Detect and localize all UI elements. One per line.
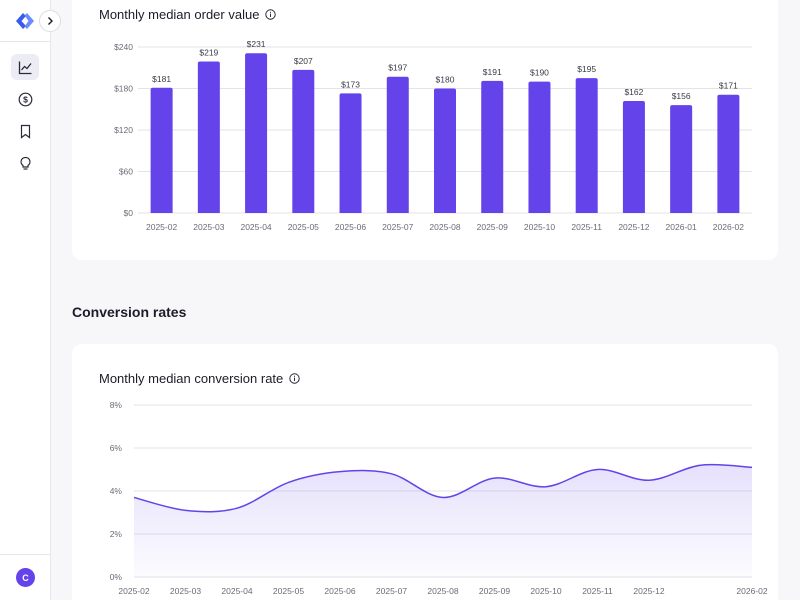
x-tick-label: 2025-08 [427,586,458,596]
bar[interactable] [292,69,315,213]
x-tick-label: 2025-12 [618,222,649,232]
sidebar-divider-bottom [0,554,51,555]
bar-value-label: $181 [152,74,171,84]
x-tick-label: 2025-11 [571,222,602,232]
y-tick-label: 6% [110,443,123,453]
bar-value-label: $195 [577,64,596,74]
x-tick-label: 2025-09 [479,586,510,596]
app-logo-icon[interactable] [14,10,36,32]
conversion-chart-title: Monthly median conversion rate [99,371,284,386]
bar[interactable] [481,80,504,213]
bar[interactable] [386,76,409,213]
bar-value-label: $190 [530,68,549,78]
x-tick-label: 2025-05 [273,586,304,596]
y-tick-label: $120 [114,125,133,135]
order-value-chart-title: Monthly median order value [99,7,260,22]
line-chart-icon [18,61,32,74]
x-tick-label: 2026-01 [666,222,697,232]
y-tick-label: 8% [110,400,123,410]
bar-value-label: $156 [672,91,691,101]
x-tick-label: 2026-02 [736,586,767,596]
bar[interactable] [528,81,551,213]
bar-value-label: $219 [199,48,218,58]
avatar[interactable]: C [16,568,35,587]
y-tick-label: 0% [110,572,123,582]
sidebar-item-insights[interactable] [11,150,39,176]
x-tick-label: 2025-09 [477,222,508,232]
area-fill [134,464,752,577]
bar-value-label: $231 [247,39,266,49]
x-tick-label: 2025-04 [221,586,252,596]
y-tick-label: 4% [110,486,123,496]
x-tick-label: 2025-07 [376,586,407,596]
dollar-icon: $ [18,92,32,106]
x-tick-label: 2025-02 [118,586,149,596]
sidebar-item-revenue[interactable]: $ [11,86,39,112]
x-tick-label: 2025-11 [582,586,613,596]
x-tick-label: 2025-06 [335,222,366,232]
bar[interactable] [339,93,362,213]
bar[interactable] [434,88,456,214]
svg-text:$: $ [23,94,28,104]
x-tick-label: 2025-12 [633,586,664,596]
expand-sidebar-button[interactable] [39,10,61,32]
bar[interactable] [717,94,740,213]
y-tick-label: $180 [114,84,133,94]
x-tick-label: 2025-07 [382,222,413,232]
bookmark-icon [20,124,30,139]
bar-value-label: $171 [719,81,738,91]
y-tick-label: $60 [119,167,133,177]
bar-value-label: $197 [388,63,407,73]
section-title-conversion: Conversion rates [72,304,187,320]
x-tick-label: 2026-02 [713,222,744,232]
bar-value-label: $180 [436,75,455,85]
bar-value-label: $173 [341,79,360,89]
bar[interactable] [245,53,268,213]
bar[interactable] [622,100,645,213]
sidebar-item-charts[interactable] [11,54,39,80]
x-tick-label: 2025-08 [429,222,460,232]
info-icon[interactable] [289,373,300,384]
bar[interactable] [670,105,693,213]
y-tick-label: $240 [114,42,133,52]
info-icon[interactable] [265,9,277,20]
y-tick-label: $0 [124,208,134,218]
sidebar-divider [0,41,51,42]
x-tick-label: 2025-03 [193,222,224,232]
sidebar: $ C [0,0,51,600]
y-tick-label: 2% [110,529,123,539]
bar-value-label: $191 [483,67,502,77]
x-tick-label: 2025-10 [524,222,555,232]
bar[interactable] [150,87,173,213]
bar[interactable] [575,78,598,213]
lightbulb-icon [19,156,31,170]
bar[interactable] [197,61,220,214]
bar-value-label: $207 [294,56,313,66]
conversion-rate-area-chart: 0% 2% 4% 6% 8% 2025-02 2025-03 2025-04 2025-05 20… [110,400,768,596]
x-tick-label: 2025-10 [530,586,561,596]
order-value-chart-title-row: Monthly median order value [99,7,277,22]
bar-value-label: $162 [624,87,643,97]
x-tick-label: 2025-06 [324,586,355,596]
x-tick-label: 2025-05 [288,222,319,232]
x-tick-label: 2025-02 [146,222,177,232]
order-value-bar-chart: $0 $60 $120 $180 $240 $181 2025-02 $219 2025-03 $… [114,39,752,232]
x-tick-label: 2025-04 [240,222,271,232]
chevron-right-icon [48,17,53,25]
conversion-chart-title-row: Monthly median conversion rate [99,371,300,386]
x-tick-label: 2025-03 [170,586,201,596]
sidebar-item-saved[interactable] [11,118,39,144]
